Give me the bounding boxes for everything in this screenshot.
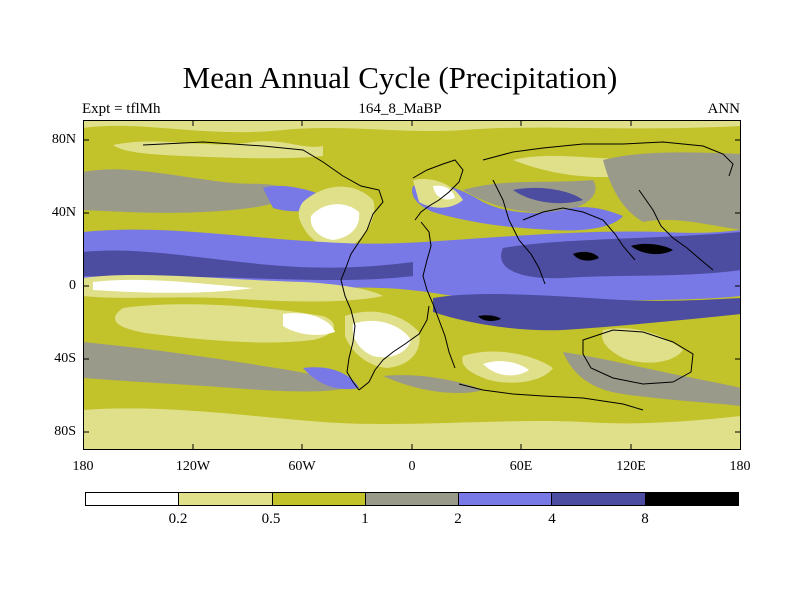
y-label-40s: 40S [54, 351, 76, 366]
north-pale-patches [113, 141, 323, 159]
y-label-80n: 80N [51, 132, 76, 147]
y-label-0: 0 [69, 278, 76, 293]
experiment-label: Expt = tflMh [82, 101, 161, 117]
y-label-80s: 80S [54, 424, 76, 439]
colorbar-swatch [459, 493, 553, 505]
x-label-180w: 180 [72, 459, 94, 474]
axis-ticks [83, 120, 741, 450]
colorbar-label: 4 [548, 511, 556, 527]
heavy-rain-core [631, 243, 673, 255]
season-label: ANN [707, 101, 741, 117]
colorbar-label: 0.5 [261, 511, 281, 527]
colorbar [85, 492, 739, 506]
time-label: 164_8_MaBP [358, 101, 442, 117]
colorbar-swatch [179, 493, 273, 505]
x-label-0: 0 [408, 459, 416, 474]
subtropic-dry-s-pac [114, 304, 334, 343]
colorbar-swatch [645, 493, 738, 505]
x-label-120e: 120E [616, 459, 646, 474]
colorbar-label: 1 [361, 511, 369, 527]
colorbar-swatch [552, 493, 646, 505]
south-storm-track [83, 342, 353, 392]
x-label-60e: 60E [509, 459, 533, 474]
map-title: Mean Annual Cycle (Precipitation) [182, 60, 618, 95]
coastlines [142, 141, 734, 411]
colorbar-label: 2 [454, 511, 462, 527]
y-label-40n: 40N [51, 205, 76, 220]
north-storm-track [83, 169, 293, 213]
colorbar-label: 8 [641, 511, 649, 527]
colorbar-label: 0.2 [168, 511, 188, 527]
colorbar-swatch [86, 493, 180, 505]
colorbar-swatch [365, 493, 460, 505]
antarctic-pale-band [83, 408, 741, 450]
x-label-120w: 120W [175, 459, 211, 474]
x-label-180e: 180 [729, 459, 751, 474]
colorbar-swatch [272, 493, 366, 505]
arctic-light-band [83, 120, 741, 133]
x-label-60w: 60W [288, 459, 316, 474]
precipitation-map [83, 120, 741, 450]
